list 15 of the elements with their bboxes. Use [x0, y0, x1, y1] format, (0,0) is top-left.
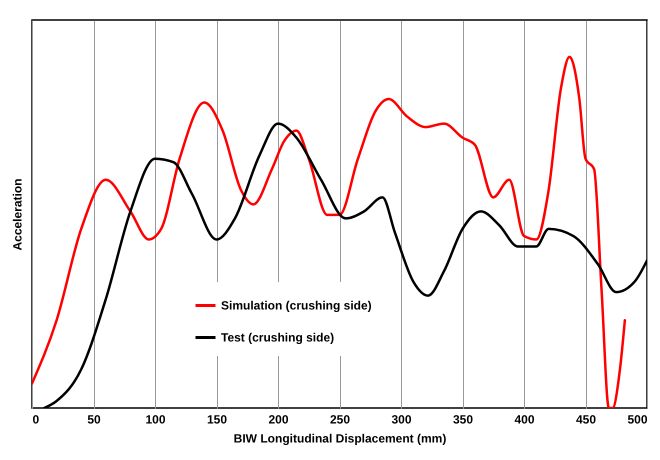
x-tick-label: 250	[330, 412, 350, 426]
x-tick-label: 200	[268, 412, 289, 426]
x-tick-label: 350	[452, 412, 474, 426]
x-tick-label: 50	[87, 412, 101, 426]
x-tick-label: 100	[145, 412, 166, 426]
x-tick-label: 300	[391, 412, 412, 426]
x-tick-label: 400	[514, 412, 535, 426]
x-tick-label: 0	[32, 412, 40, 426]
x-tick-label: 150	[206, 412, 228, 426]
x-tick-label: 500	[627, 412, 648, 426]
x-axis-title: BIW Longitudinal Displacement (mm)	[234, 432, 446, 446]
legend-label: Simulation (crushing side)	[221, 298, 372, 312]
x-tick-label: 450	[576, 412, 596, 426]
y-axis-title: Acceleration	[10, 178, 24, 251]
legend-label: Test (crushing side)	[221, 330, 334, 344]
